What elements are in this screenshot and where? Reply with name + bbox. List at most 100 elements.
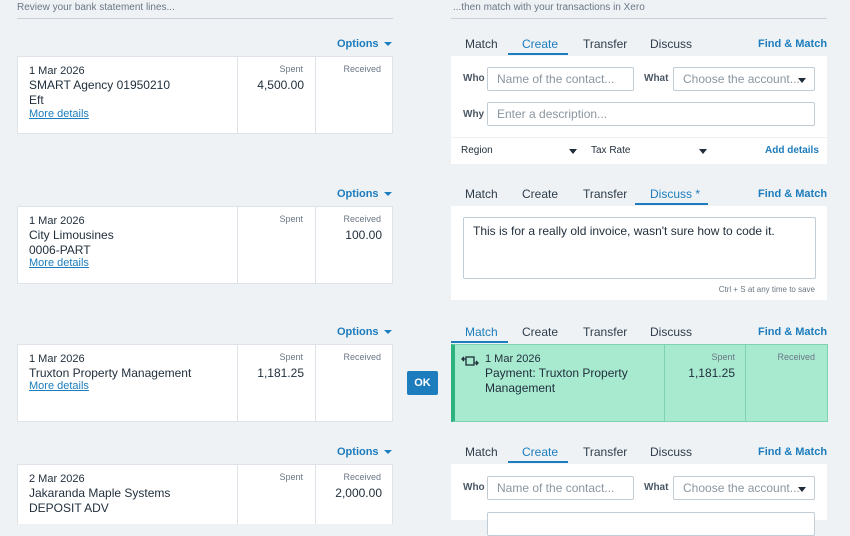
chevron-down-icon bbox=[569, 149, 577, 154]
statement-line-3: 1 Mar 2026 Truxton Property Management M… bbox=[17, 344, 393, 422]
matched-title: Payment: Truxton Property Management bbox=[485, 366, 628, 395]
row2-options-button[interactable]: Options bbox=[337, 188, 392, 200]
statement-line-1: 1 Mar 2026 SMART Agency 01950210 Eft Mor… bbox=[17, 56, 393, 134]
add-details-link[interactable]: Add details bbox=[765, 145, 819, 156]
chevron-down-icon bbox=[383, 450, 392, 455]
column-divider bbox=[315, 57, 316, 133]
received-header: Received bbox=[343, 352, 381, 362]
received-header: Received bbox=[343, 472, 381, 482]
create-panel: Who Name of the contact... What Choose t… bbox=[451, 464, 827, 536]
column-divider bbox=[237, 465, 238, 524]
spent-amount: 4,500.00 bbox=[257, 78, 304, 92]
options-label: Options bbox=[337, 326, 379, 338]
who-label: Who bbox=[463, 73, 485, 84]
tab-discuss[interactable]: Discuss bbox=[650, 37, 693, 51]
received-amount: 100.00 bbox=[345, 228, 382, 242]
why-input[interactable]: Enter a description... bbox=[487, 102, 815, 126]
statement-line-2: 1 Mar 2026 City Limousines 0006-PART Mor… bbox=[17, 206, 393, 284]
options-label: Options bbox=[337, 446, 379, 458]
find-and-match-link[interactable]: Find & Match bbox=[758, 38, 828, 50]
statement-date: 1 Mar 2026 bbox=[29, 65, 85, 77]
who-input[interactable]: Name of the contact... bbox=[487, 67, 634, 91]
why-label: Why bbox=[463, 109, 485, 120]
match-link-icon bbox=[461, 356, 479, 366]
who-input[interactable]: Name of the contact... bbox=[487, 476, 634, 500]
statement-reference: Eft bbox=[29, 93, 44, 107]
tab-match[interactable]: Match bbox=[465, 445, 498, 459]
statement-reference: 0006-PART bbox=[29, 243, 91, 257]
create-panel: Who Name of the contact... What Choose t… bbox=[451, 56, 827, 137]
tab-create[interactable]: Create bbox=[522, 325, 559, 339]
spent-header: Spent bbox=[279, 214, 303, 224]
received-header: Received bbox=[343, 214, 381, 224]
statement-payee: City Limousines bbox=[29, 228, 114, 242]
tab-discuss[interactable]: Discuss * bbox=[650, 187, 701, 201]
tab-discuss[interactable]: Discuss bbox=[650, 445, 693, 459]
tab-transfer[interactable]: Transfer bbox=[583, 37, 628, 51]
account-select[interactable]: Choose the account... bbox=[673, 67, 815, 91]
left-column-header: Review your bank statement lines... bbox=[17, 2, 175, 13]
account-select-placeholder: Choose the account... bbox=[683, 72, 800, 86]
tab-create[interactable]: Create bbox=[522, 187, 559, 201]
what-label: What bbox=[644, 482, 669, 493]
account-select[interactable]: Choose the account... bbox=[673, 476, 815, 500]
statement-payee: SMART Agency 01950210 bbox=[29, 78, 170, 92]
chevron-down-icon bbox=[798, 487, 806, 492]
right-column-header: ...then match with your transactions in … bbox=[453, 2, 645, 13]
what-label: What bbox=[644, 73, 669, 84]
tab-create[interactable]: Create bbox=[522, 37, 559, 51]
received-amount: 2,000.00 bbox=[335, 486, 382, 500]
column-divider bbox=[315, 207, 316, 283]
region-select[interactable]: Region bbox=[461, 145, 493, 156]
matched-date: 1 Mar 2026 bbox=[485, 353, 541, 365]
spent-header: Spent bbox=[279, 64, 303, 74]
ok-button[interactable]: OK bbox=[407, 371, 438, 395]
chevron-down-icon bbox=[798, 78, 806, 83]
column-divider bbox=[315, 465, 316, 524]
tab-transfer[interactable]: Transfer bbox=[583, 325, 628, 339]
statement-payee: Truxton Property Management bbox=[29, 366, 192, 380]
statement-payee: Jakaranda Maple Systems bbox=[29, 486, 171, 500]
tab-transfer[interactable]: Transfer bbox=[583, 445, 628, 459]
active-tab-indicator bbox=[508, 53, 568, 55]
tab-discuss[interactable]: Discuss bbox=[650, 325, 693, 339]
spent-header: Spent bbox=[279, 472, 303, 482]
more-details-link[interactable]: More details bbox=[29, 257, 89, 269]
more-details-link[interactable]: More details bbox=[29, 108, 89, 120]
row4-options-button[interactable]: Options bbox=[337, 446, 392, 458]
why-input[interactable] bbox=[487, 512, 815, 536]
matched-transaction[interactable]: 1 Mar 2026 Payment: Truxton Property Man… bbox=[451, 344, 828, 422]
tab-match[interactable]: Match bbox=[465, 37, 498, 51]
tab-create[interactable]: Create bbox=[522, 445, 559, 459]
column-divider bbox=[664, 345, 665, 421]
who-label: Who bbox=[463, 482, 485, 493]
column-divider bbox=[745, 345, 746, 421]
chevron-down-icon bbox=[383, 330, 392, 335]
row3-options-button[interactable]: Options bbox=[337, 326, 392, 338]
row1-options-button[interactable]: Options bbox=[337, 38, 392, 50]
save-hint: Ctrl + S at any time to save bbox=[718, 285, 815, 294]
tab-match[interactable]: Match bbox=[465, 325, 498, 339]
more-details-link[interactable]: More details bbox=[29, 380, 89, 392]
right-header-divider bbox=[451, 18, 827, 19]
received-header: Received bbox=[343, 64, 381, 74]
statement-reference: DEPOSIT ADV bbox=[29, 501, 109, 515]
discuss-textarea[interactable]: This is for a really old invoice, wasn't… bbox=[463, 217, 816, 279]
spent-header: Spent bbox=[711, 352, 735, 362]
statement-date: 2 Mar 2026 bbox=[29, 473, 85, 485]
find-and-match-link[interactable]: Find & Match bbox=[758, 326, 828, 338]
active-tab-indicator bbox=[451, 341, 508, 343]
find-and-match-link[interactable]: Find & Match bbox=[758, 446, 828, 458]
spent-header: Spent bbox=[279, 352, 303, 362]
discuss-panel: This is for a really old invoice, wasn't… bbox=[451, 206, 827, 300]
tax-rate-select[interactable]: Tax Rate bbox=[591, 145, 631, 156]
statement-date: 1 Mar 2026 bbox=[29, 353, 85, 365]
chevron-down-icon bbox=[383, 42, 392, 47]
statement-line-4: 2 Mar 2026 Jakaranda Maple Systems DEPOS… bbox=[17, 464, 393, 524]
column-divider bbox=[237, 57, 238, 133]
options-label: Options bbox=[337, 188, 379, 200]
options-label: Options bbox=[337, 38, 379, 50]
tab-transfer[interactable]: Transfer bbox=[583, 187, 628, 201]
tab-match[interactable]: Match bbox=[465, 187, 498, 201]
find-and-match-link[interactable]: Find & Match bbox=[758, 188, 828, 200]
